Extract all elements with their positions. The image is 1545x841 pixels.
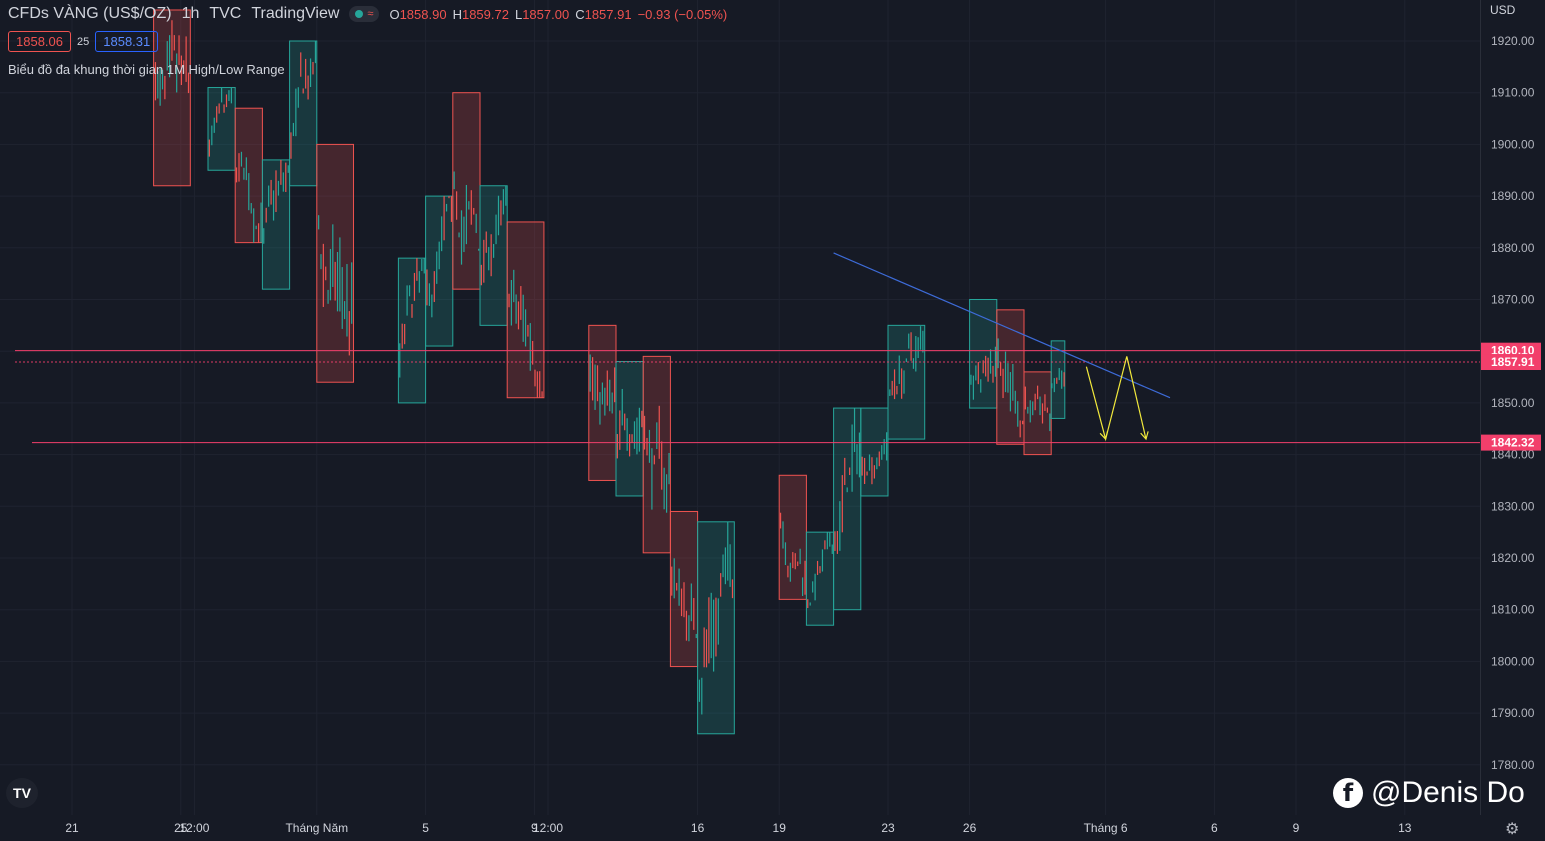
time-tick-label: 13	[1398, 821, 1412, 835]
price-tick-label: 1890.00	[1491, 189, 1535, 203]
price-tick-label: 1810.00	[1491, 603, 1535, 617]
time-tick-label: 12:00	[179, 821, 209, 835]
change-value: −0.93 (−0.05%)	[637, 6, 728, 22]
time-tick-label: 25	[174, 821, 188, 835]
price-tick-label: 1830.00	[1491, 499, 1535, 513]
range-box	[860, 407, 889, 497]
low-value: 1857.00	[522, 6, 570, 22]
arrow-head	[1099, 431, 1109, 441]
range-box	[833, 407, 862, 611]
price-series	[154, 20, 1065, 715]
symbol-title[interactable]: CFDs VÀNG (US$/OZ)	[8, 5, 172, 22]
range-boxes	[153, 9, 1066, 735]
watermark: f @Denis Do	[1333, 776, 1525, 810]
price-axis[interactable]: 1920.00 1910.00 1900.00 1890.00 1880.00 1870.…	[1481, 34, 1541, 772]
close-value: 1857.91	[584, 6, 632, 22]
chart-header: CFDs VÀNG (US$/OZ) 1h TVC TradingView ≈ …	[8, 4, 727, 24]
forecast-path	[1085, 356, 1147, 442]
market-status[interactable]: ≈	[349, 6, 380, 22]
open-value: 1858.90	[399, 6, 447, 22]
currency-label[interactable]: USD	[1490, 3, 1516, 17]
time-tick-label: Tháng Năm	[285, 821, 348, 835]
last-price-tag	[1481, 354, 1541, 371]
time-tick-label: 16	[691, 821, 705, 835]
time-tick-label: 23	[881, 821, 895, 835]
time-tick-label: 9	[531, 821, 538, 835]
price-tick-label: 1920.00	[1491, 34, 1535, 48]
price-tick-label: 1880.00	[1491, 241, 1535, 255]
range-box	[642, 355, 671, 554]
time-tick-label: 5	[422, 821, 429, 835]
range-box	[425, 195, 454, 347]
support-tag	[1481, 434, 1541, 451]
price-tick-label: 1900.00	[1491, 137, 1535, 151]
sell-button[interactable]: 1858.06	[8, 31, 71, 52]
price-tick-label: 1820.00	[1491, 551, 1535, 565]
watermark-text: @Denis Do	[1371, 776, 1525, 809]
range-box	[615, 361, 644, 497]
price-tick-label: 1800.00	[1491, 654, 1535, 668]
exchange-label: TVC	[209, 5, 242, 22]
time-tick-label: 21	[65, 821, 79, 835]
time-tick-label: 9	[1293, 821, 1300, 835]
arrow-head	[1140, 431, 1149, 441]
level-lines	[15, 252, 1480, 444]
time-tick-label: 26	[963, 821, 977, 835]
trendline	[833, 252, 1171, 399]
time-tick-label: 6	[1211, 821, 1218, 835]
high-value: 1859.72	[461, 6, 509, 22]
support-tag-label: 1842.32	[1491, 436, 1535, 450]
wave-icon: ≈	[367, 8, 374, 20]
settings-gear-icon[interactable]: ⚙	[1505, 821, 1520, 838]
trade-buttons: 1858.06 25 1858.31	[8, 31, 159, 52]
interval-label[interactable]: 1h	[181, 5, 200, 22]
axis-divider	[1480, 0, 1481, 815]
price-tick-label: 1790.00	[1491, 706, 1535, 720]
range-box	[506, 221, 545, 399]
price-tick-label: 1850.00	[1491, 396, 1535, 410]
platform-label: TradingView	[251, 5, 340, 22]
range-box	[289, 40, 318, 187]
facebook-icon: f	[1333, 778, 1363, 808]
price-tick-label: 1840.00	[1491, 448, 1535, 462]
price-tick-label: 1910.00	[1491, 86, 1535, 100]
last-price-tag-label: 1857.91	[1491, 355, 1535, 369]
buy-button[interactable]: 1858.31	[95, 31, 159, 52]
range-box	[1050, 340, 1066, 419]
status-dot-icon	[355, 10, 364, 18]
time-tick-label: 12:00	[533, 821, 563, 835]
range-box	[397, 257, 427, 404]
indicator-legend[interactable]: Biểu đồ đa khung thời gian 1M High/Low R…	[8, 62, 285, 77]
range-box	[778, 474, 807, 600]
range-box	[887, 324, 926, 440]
tradingview-logo-icon[interactable]: TV	[6, 778, 38, 808]
time-tick-label: Tháng 6	[1084, 821, 1128, 835]
spread-value: 25	[77, 35, 90, 48]
time-tick-label: 19	[773, 821, 787, 835]
ohlc-values: O1858.90 H1859.72 L1857.00 C1857.91 −0.9…	[389, 6, 728, 22]
price-tick-label: 1870.00	[1491, 293, 1535, 307]
range-box	[261, 159, 291, 290]
price-tick-label: 1780.00	[1491, 758, 1535, 772]
